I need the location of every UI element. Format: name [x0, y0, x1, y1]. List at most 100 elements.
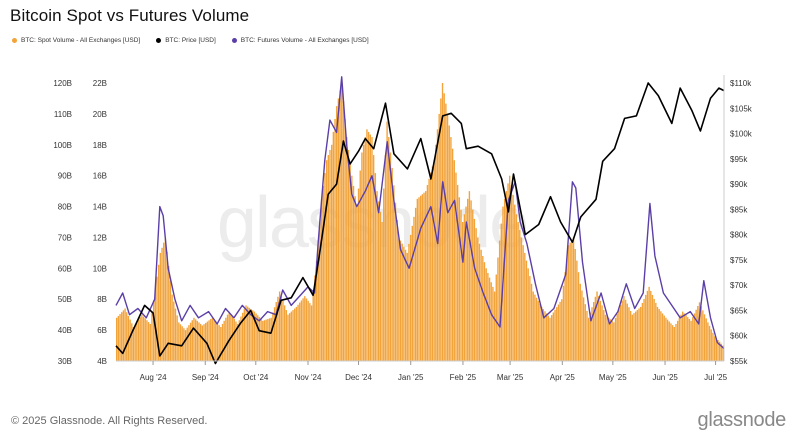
spot-volume-bar: [240, 316, 242, 361]
spot-volume-bar: [596, 291, 598, 361]
spot-volume-bar: [497, 257, 499, 361]
legend-item-futures[interactable]: BTC: Futures Volume - All Exchanges [USD…: [231, 37, 369, 44]
spot-volume-bar: [611, 320, 613, 361]
spot-volume-bar: [477, 237, 479, 361]
spot-volume-bar: [503, 198, 506, 361]
spot-volume-bar: [414, 207, 417, 361]
spot-volume-bar: [651, 294, 654, 361]
spot-volume-bar: [554, 309, 556, 361]
legend-item-spot[interactable]: BTC: Spot Volume - All Exchanges [USD]: [12, 37, 140, 44]
price-line: [115, 82, 725, 365]
legend-label-futures: BTC: Futures Volume - All Exchanges [USD…: [240, 37, 369, 44]
spot-volume-bar: [346, 137, 348, 361]
spot-volume-bar: [621, 300, 623, 361]
spot-volume-bar: [420, 195, 422, 361]
spot-volume-bar: [294, 308, 296, 361]
legend-item-price[interactable]: BTC: Price [USD]: [156, 37, 216, 44]
spot-volume-bar: [566, 258, 568, 361]
chart-axes: 30B 40B 50B 60B 70B 80B 90B 100B 110B 120B 4B 6B 8B 1…: [53, 75, 753, 382]
spot-volume-bar: [312, 290, 314, 361]
spot-volume-bar: [159, 252, 162, 361]
spot-volume-bar: [231, 316, 234, 361]
x-axis-tick-label: May '25: [599, 373, 627, 382]
spot-volume-bar: [124, 308, 126, 361]
spot-volume-bar: [341, 83, 343, 361]
spot-volume-bar: [252, 310, 254, 361]
spot-volume-bar: [460, 209, 462, 361]
spot-volume-bar: [522, 245, 524, 361]
spot-volume-bar: [680, 314, 682, 361]
spot-volume-bar: [599, 300, 602, 361]
spot-volume-bar: [236, 323, 239, 361]
spot-volume-bar: [493, 291, 496, 361]
spot-volume-bar: [168, 266, 170, 361]
price-axis-tick-label: $95k: [730, 155, 748, 164]
spot-volume-bar: [272, 312, 274, 361]
spot-volume-bar: [292, 310, 294, 361]
spot-volume-bar: [436, 129, 439, 361]
spot-volume-bar: [174, 308, 177, 361]
spot-volume-bar: [430, 172, 432, 361]
spot-volume-bar: [178, 322, 180, 361]
spot-volume-bar: [121, 312, 123, 361]
spot-volume-bar: [640, 306, 642, 361]
spot-volume-bar: [282, 300, 284, 361]
spot-volume-bar: [146, 320, 148, 361]
spot-volume-bar: [579, 283, 581, 361]
spot-volume-bar: [512, 194, 514, 361]
spot-volume-bar: [226, 314, 229, 361]
spot-volume-bar: [157, 264, 160, 361]
spot-volume-bar: [475, 228, 477, 361]
x-axis-tick-label: Feb '25: [450, 373, 477, 382]
spot-volume-bar: [458, 197, 461, 361]
spot-volume-bar: [122, 310, 125, 361]
chart-title: Bitcoin Spot vs Futures Volume: [10, 6, 250, 25]
spot-volume-bar: [126, 312, 128, 361]
spot-volume-bar: [539, 303, 541, 361]
spot-volume-bar: [618, 309, 620, 361]
spot-volume-bar: [623, 296, 625, 361]
spot-axis-tick-label: 12B: [93, 233, 107, 242]
spot-volume-bar: [705, 318, 707, 361]
spot-volume-bar: [300, 300, 303, 361]
spot-volume-bar: [386, 121, 388, 361]
legend-dot-spot: [12, 38, 17, 43]
spot-volume-bar: [527, 268, 529, 361]
spot-volume-bar: [717, 340, 719, 361]
spot-volume-bar: [426, 184, 429, 361]
spot-axis-tick-label: 6B: [97, 326, 107, 335]
spot-volume-bar: [715, 338, 717, 361]
spot-volume-bar: [656, 306, 659, 361]
glassnode-logo[interactable]: glassnode: [697, 409, 787, 431]
spot-volume-bar: [591, 307, 593, 361]
spot-volume-bar: [609, 319, 612, 361]
spot-volume-bar: [357, 188, 360, 361]
spot-volume-bar: [260, 318, 262, 361]
futures-axis-tick-label: 70B: [58, 233, 72, 242]
spot-volume-bar: [633, 313, 635, 361]
spot-volume-bar: [191, 320, 193, 361]
spot-volume-bar: [287, 314, 289, 361]
spot-volume-bar: [646, 290, 649, 361]
spot-volume-bar: [461, 222, 464, 361]
spot-volume-bar: [297, 304, 299, 361]
spot-volume-bar: [483, 262, 486, 361]
spot-volume-bar: [542, 309, 544, 361]
spot-volume-bar: [117, 315, 120, 361]
spot-volume-bar: [332, 131, 335, 361]
spot-volume-bar: [393, 185, 395, 361]
spot-volume-bar: [411, 225, 413, 361]
spot-volume-bar: [119, 314, 121, 361]
spot-volume-bar: [325, 160, 328, 361]
spot-volume-bar: [413, 216, 415, 361]
spot-volume-bar: [359, 170, 361, 361]
spot-volume-bar: [638, 308, 640, 361]
spot-volume-bar: [606, 316, 608, 361]
spot-volume-bar: [636, 310, 639, 361]
spot-volume-bar: [194, 319, 197, 361]
spot-volume-bar: [288, 313, 291, 361]
spot-volume-bar: [364, 137, 366, 361]
spot-volume-bar: [221, 323, 224, 361]
spot-volume-bar: [241, 312, 244, 361]
